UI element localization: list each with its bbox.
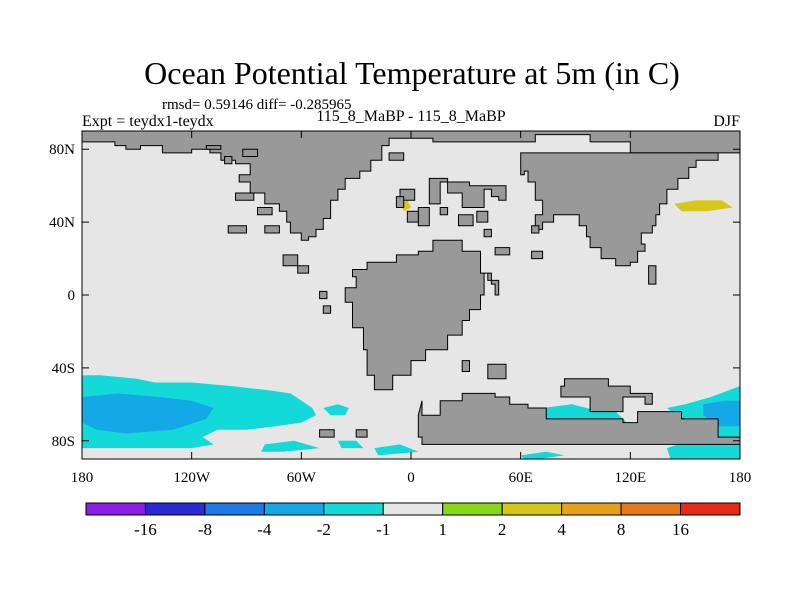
land-mass — [388, 152, 405, 161]
land-mass — [648, 265, 657, 285]
anomaly-region — [323, 404, 349, 416]
x-tick-label: 180 — [729, 470, 752, 486]
land-mass — [264, 225, 280, 234]
land-mass — [205, 145, 222, 150]
land-mass — [297, 265, 310, 274]
anomaly-region — [82, 393, 214, 434]
land-mass — [257, 207, 273, 216]
land-mass — [417, 392, 741, 445]
x-tick-label: 60E — [509, 470, 533, 486]
colorbar-swatch — [382, 502, 444, 516]
case-label: 115_8_MaBP - 115_8_MaBP — [316, 108, 505, 125]
land-mass — [428, 177, 507, 208]
colorbar-swatch — [680, 502, 741, 516]
land-mass — [560, 378, 653, 413]
colorbar-label: -16 — [134, 520, 157, 539]
anomaly-region — [674, 200, 733, 212]
colorbar: -16 -8 -4 -2 -1 1 2 4 8 16 — [85, 502, 741, 539]
colorbar-swatch — [442, 502, 503, 516]
colorbar-label: 1 — [438, 520, 447, 539]
colorbar-label: -8 — [198, 520, 212, 539]
land-layer — [81, 130, 741, 445]
season-label: DJF — [713, 113, 740, 130]
land-mass — [242, 148, 258, 157]
land-mass — [344, 239, 500, 391]
x-tick-label: 60W — [287, 470, 317, 486]
x-tick-label: 120W — [173, 470, 211, 486]
colorbar-label: -4 — [257, 520, 272, 539]
colorbar-label: 4 — [557, 520, 566, 539]
land-mass — [227, 225, 247, 234]
x-axis: 180 120W 60W 0 60E 120E 180 — [71, 131, 752, 486]
colorbar-swatch — [144, 502, 206, 516]
anomaly-region — [520, 451, 565, 459]
colorbar-swatch — [85, 502, 146, 516]
land-mass — [461, 360, 470, 372]
y-tick-label: 0 — [68, 288, 76, 304]
land-mass — [531, 225, 540, 234]
land-mass — [355, 429, 368, 438]
colorbar-label: 2 — [498, 520, 507, 539]
land-mass — [406, 210, 419, 223]
colorbar-swatch — [263, 502, 325, 516]
anomaly-region — [374, 444, 419, 456]
land-mass — [494, 247, 511, 256]
land-mass — [81, 130, 741, 241]
land-mass — [476, 210, 489, 223]
colorbar-swatch — [620, 502, 682, 516]
chart-title: Ocean Potential Temperature at 5m (in C) — [144, 55, 680, 91]
colorbar-label: -1 — [376, 520, 390, 539]
colorbar-swatch — [561, 502, 622, 516]
land-mass — [531, 250, 544, 260]
colorbar-label: 16 — [672, 520, 689, 539]
colorbar-swatch — [323, 502, 384, 516]
colorbar-swatch — [204, 502, 265, 516]
y-tick-label: 80N — [49, 142, 75, 158]
y-axis: 80N 40N 0 40S 80S — [49, 142, 740, 450]
x-tick-label: 180 — [71, 470, 94, 486]
land-mass — [458, 214, 474, 227]
experiment-label: Expt = teydx1-teydx — [82, 113, 214, 130]
x-tick-label: 120E — [614, 470, 646, 486]
land-mass — [439, 207, 449, 216]
land-mass — [224, 156, 233, 165]
x-tick-label: 0 — [407, 470, 415, 486]
land-mass — [319, 290, 328, 300]
land-mass — [235, 192, 255, 201]
land-mass — [487, 363, 507, 380]
colorbar-label: -2 — [317, 520, 331, 539]
y-tick-label: 40N — [49, 215, 75, 231]
stats-line: rmsd= 0.59146 diff= -0.285965 — [162, 97, 352, 113]
anomaly-region — [337, 440, 364, 449]
land-mass — [483, 228, 492, 238]
colorbar-swatch — [501, 502, 563, 516]
land-mass — [395, 196, 405, 208]
land-mass — [322, 305, 332, 314]
land-mass — [319, 429, 335, 438]
y-tick-label: 80S — [52, 434, 75, 450]
land-mass — [520, 152, 719, 267]
land-mass — [282, 254, 299, 267]
anomaly-region — [261, 440, 320, 452]
colorbar-label: 8 — [617, 520, 626, 539]
y-tick-label: 40S — [52, 361, 75, 377]
map-panel: 180 120W 60W 0 60E 120E 180 80N 40N 0 40S 80S — [49, 130, 752, 486]
land-mass — [417, 207, 430, 227]
